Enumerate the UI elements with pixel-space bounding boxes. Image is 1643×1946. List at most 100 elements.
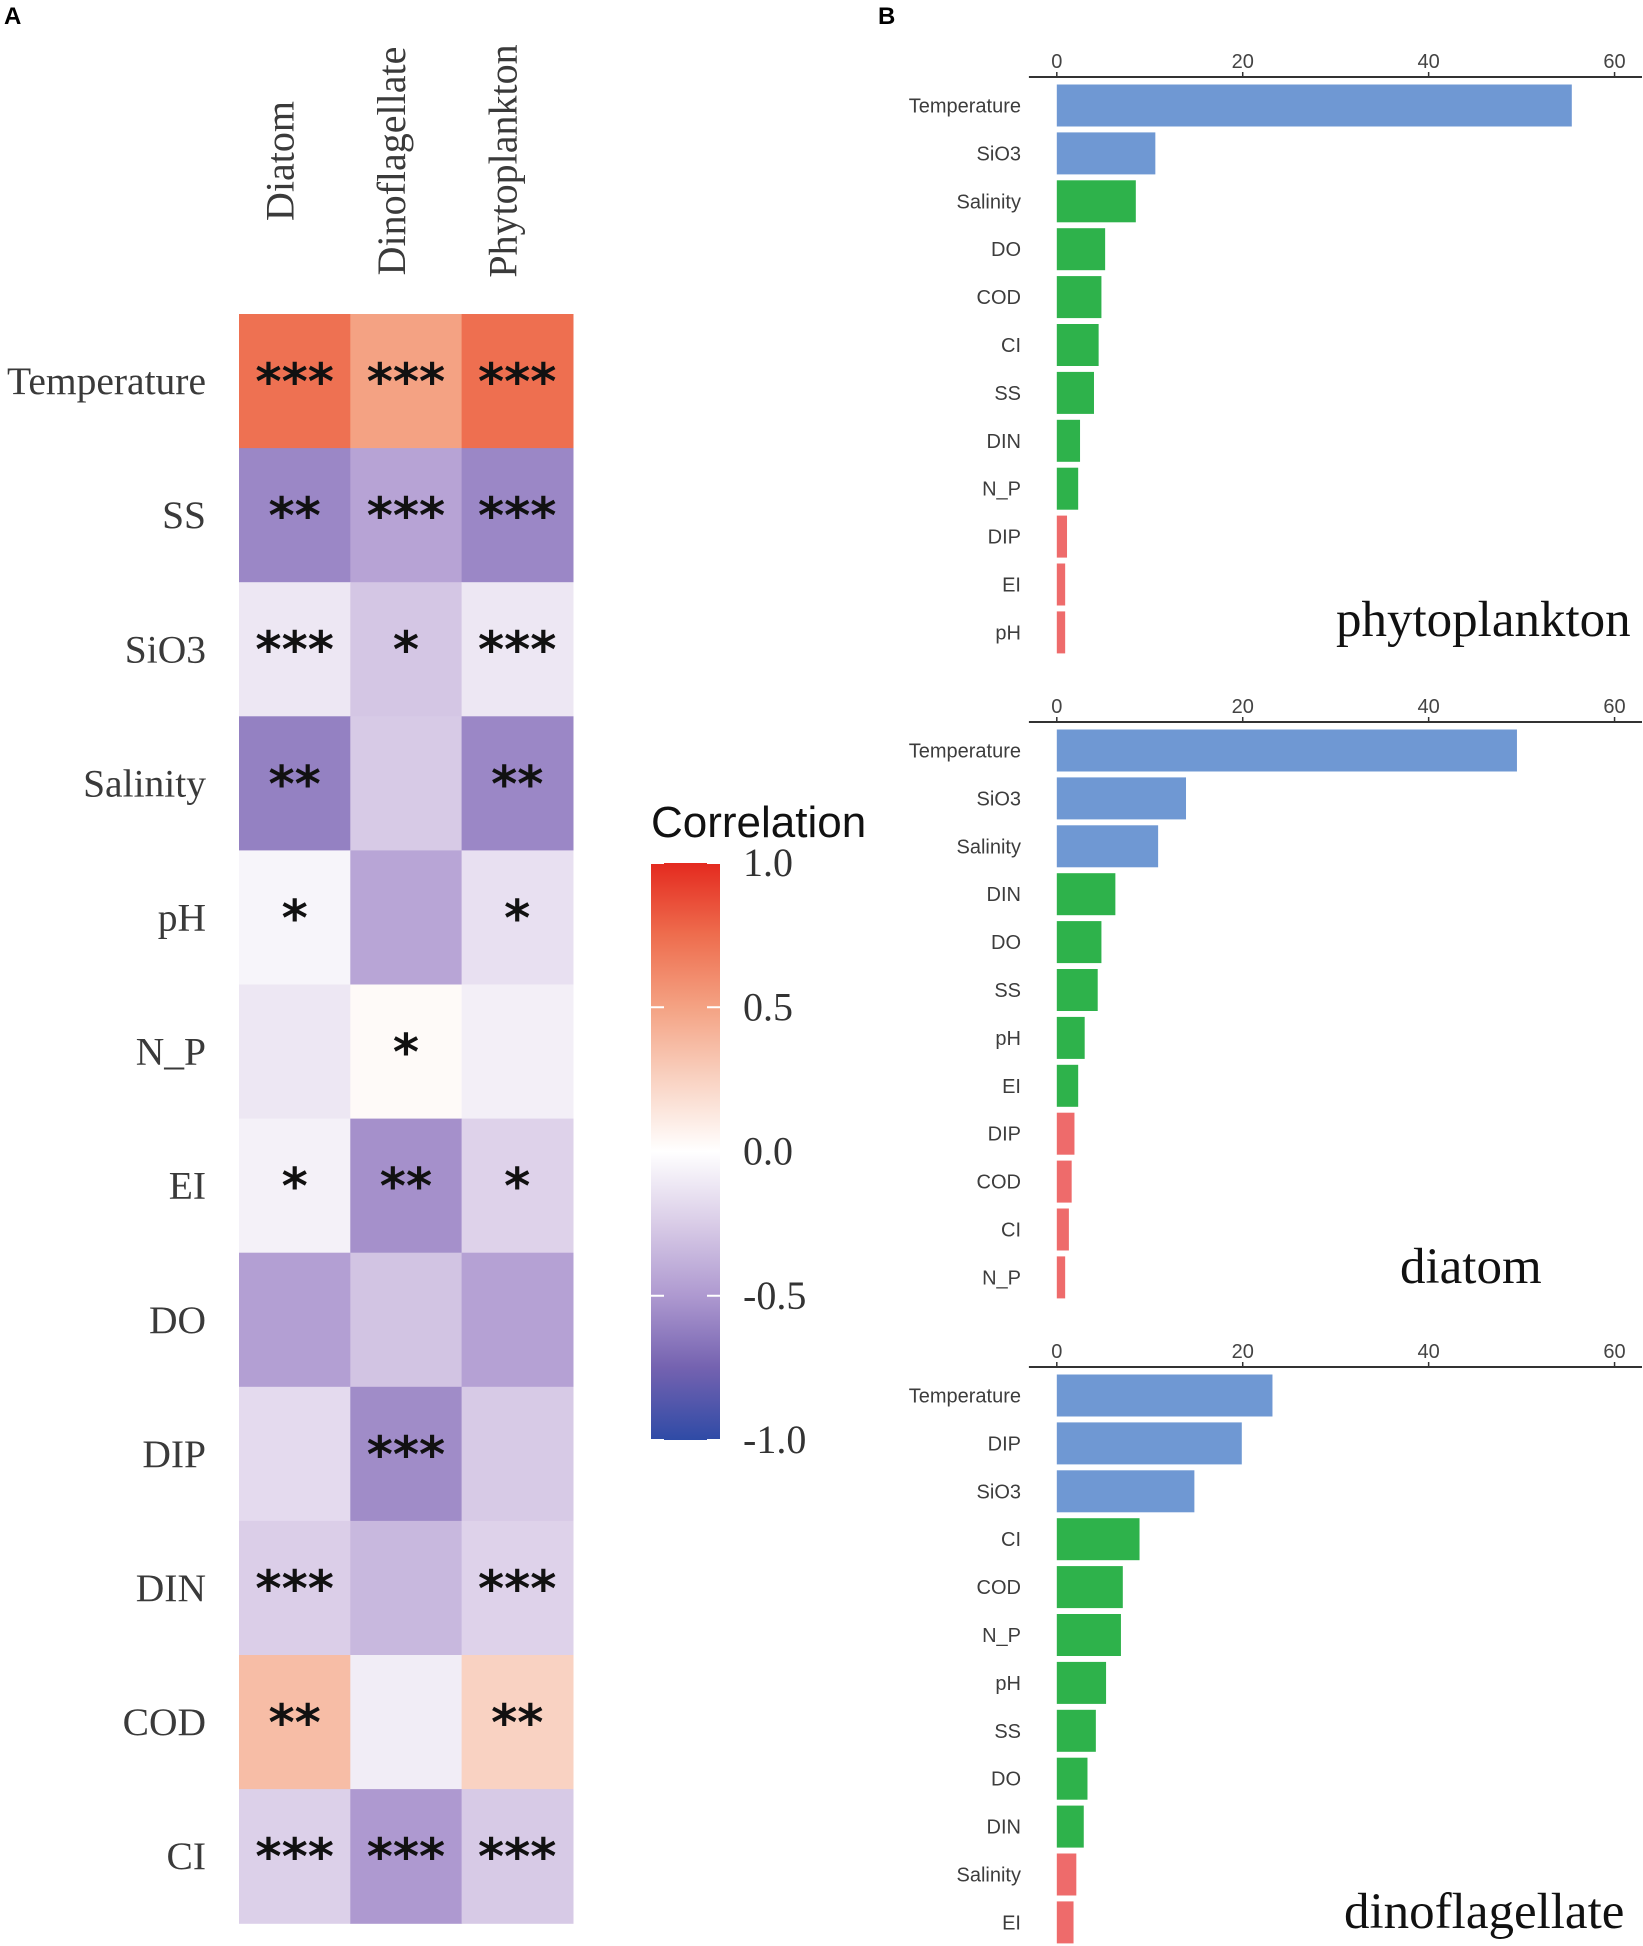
heatmap-cell-ci-phytoplankton xyxy=(461,1789,574,1924)
significance-mark-sio3-phytoplankton: *** xyxy=(478,621,556,679)
bar-phytoplankton-n-p xyxy=(1056,467,1079,510)
bar-phytoplankton-cod xyxy=(1056,276,1102,319)
x-tick-label: 60 xyxy=(1603,51,1625,73)
heatmap-cell-sio3-dinoflagellate xyxy=(350,582,463,717)
bar-label-do: DO xyxy=(991,1769,1021,1791)
x-tick-label: 20 xyxy=(1232,51,1254,73)
bar-label-ss: SS xyxy=(994,1721,1021,1743)
heatmap-cell-temperature-phytoplankton xyxy=(461,314,574,449)
bar-phytoplankton-din xyxy=(1056,419,1081,462)
heatmap-cell-n-p-dinoflagellate xyxy=(350,984,463,1120)
bar-phytoplankton-sio3 xyxy=(1056,132,1156,175)
bar-label-ei: EI xyxy=(1002,1076,1021,1098)
bar-chart-dinoflagellate: 0 20 40 60 Temperature DIP SiO3 CI COD N_P pH SS DO D… xyxy=(909,1341,1642,1944)
bar-phytoplankton-ci xyxy=(1056,324,1099,366)
significance-mark-n-p-dinoflagellate: * xyxy=(393,1024,419,1082)
bar-label-sio3: SiO3 xyxy=(977,788,1021,810)
significance-mark-ei-dinoflagellate: ** xyxy=(380,1158,432,1216)
heatmap-row-label-sio3: SiO3 xyxy=(125,627,206,671)
bar-diatom-temperature xyxy=(1056,729,1517,772)
significance-mark-ph-phytoplankton: * xyxy=(504,889,530,947)
significance-mark-sio3-dinoflagellate: * xyxy=(393,621,419,679)
significance-mark-ei-phytoplankton: * xyxy=(504,1158,530,1216)
panel-label-a: A xyxy=(4,3,21,30)
x-tick-label: 0 xyxy=(1051,696,1062,718)
significance-mark-din-diatom: *** xyxy=(255,1560,333,1618)
heatmap-cell-ei-dinoflagellate xyxy=(350,1118,463,1254)
heatmap-cell-din-phytoplankton xyxy=(461,1520,574,1656)
significance-mark-din-phytoplankton: *** xyxy=(478,1560,556,1618)
bar-label-n-p: N_P xyxy=(982,1625,1021,1647)
subplot-title-diatom: diatom xyxy=(1400,1239,1542,1295)
bar-label-do: DO xyxy=(991,239,1021,261)
heatmap-cell-ph-diatom xyxy=(239,850,351,986)
bar-dinoflagellate-do xyxy=(1056,1757,1088,1800)
heatmap-cell-ei-diatom xyxy=(239,1118,351,1254)
heatmap-row-label-dip: DIP xyxy=(142,1432,206,1476)
significance-mark-temperature-dinoflagellate: *** xyxy=(367,353,445,411)
bar-label-do: DO xyxy=(991,932,1021,954)
bar-diatom-n-p xyxy=(1056,1256,1066,1299)
bar-chart-phytoplankton: 0 20 40 60 Temperature SiO3 Salinity DO COD CI SS D… xyxy=(909,51,1642,654)
colorbar-title: Correlation xyxy=(651,798,866,847)
bar-phytoplankton-dip xyxy=(1056,515,1068,558)
significance-mark-ph-diatom: * xyxy=(282,889,308,947)
bar-label-ph: pH xyxy=(995,1028,1021,1050)
bar-dinoflagellate-ss xyxy=(1056,1709,1096,1752)
heatmap-cell-salinity-dinoflagellate xyxy=(350,716,463,851)
heatmap-cell-dip-diatom xyxy=(239,1386,351,1522)
x-tick-label: 20 xyxy=(1232,696,1254,718)
bar-phytoplankton-do xyxy=(1056,228,1106,271)
heatmap-cell-ci-diatom xyxy=(239,1789,351,1924)
bar-label-ss: SS xyxy=(994,383,1021,405)
heatmap-cell-cod-phytoplankton xyxy=(461,1655,574,1790)
heatmap-row-label-temperature: Temperature xyxy=(7,359,206,403)
heatmap-cell-ph-phytoplankton xyxy=(461,850,574,986)
x-tick-label: 40 xyxy=(1418,51,1440,73)
bar-dinoflagellate-dip xyxy=(1056,1422,1242,1465)
bar-label-temperature: Temperature xyxy=(909,1386,1021,1408)
x-tick-label: 40 xyxy=(1418,1341,1440,1363)
heatmap-column-label-dinoflagellate: Dinoflagellate xyxy=(369,47,414,276)
heatmap-row-label-ei: EI xyxy=(169,1164,206,1208)
x-tick-label: 60 xyxy=(1603,1341,1625,1363)
bar-label-n-p: N_P xyxy=(982,1267,1021,1289)
heatmap-cell-sio3-diatom xyxy=(239,582,351,717)
heatmap-column-labels: Diatom Dinoflagellate Phytoplankton xyxy=(258,44,526,277)
heatmap-cell-n-p-phytoplankton xyxy=(461,984,574,1120)
bar-label-salinity: Salinity xyxy=(957,1865,1021,1887)
bar-diatom-ss xyxy=(1056,969,1098,1011)
bar-label-ei: EI xyxy=(1002,1912,1021,1934)
heatmap-cell-din-dinoflagellate xyxy=(350,1520,463,1656)
heatmap-cell-ei-phytoplankton xyxy=(461,1118,574,1254)
bar-dinoflagellate-temperature xyxy=(1056,1374,1273,1417)
subplot-title-phytoplankton: phytoplankton xyxy=(1336,592,1631,648)
bar-label-ci: CI xyxy=(1001,335,1021,357)
significance-mark-sio3-diatom: *** xyxy=(255,621,333,679)
bar-dinoflagellate-ci xyxy=(1056,1518,1140,1561)
heatmap-row-label-ph: pH xyxy=(158,895,206,939)
panel-label-b: B xyxy=(878,3,895,30)
significance-mark-cod-phytoplankton: ** xyxy=(491,1694,543,1752)
bar-diatom-do xyxy=(1056,921,1102,964)
significance-mark-cod-diatom: ** xyxy=(269,1694,321,1752)
heatmap-row-label-n-p: N_P xyxy=(136,1030,206,1074)
bar-label-ci: CI xyxy=(1001,1529,1021,1551)
bar-diatom-ph xyxy=(1056,1016,1085,1059)
heatmap-cell-do-dinoflagellate xyxy=(350,1252,463,1388)
x-tick-label: 60 xyxy=(1603,696,1625,718)
bar-phytoplankton-ei xyxy=(1056,563,1066,606)
heatmap-cell-temperature-diatom xyxy=(239,314,351,449)
bar-diatom-din xyxy=(1056,873,1116,916)
bar-label-salinity: Salinity xyxy=(957,836,1021,858)
heatmap-cell-salinity-diatom xyxy=(239,716,351,851)
heatmap-cell-do-phytoplankton xyxy=(461,1252,574,1388)
bar-phytoplankton-temperature xyxy=(1056,84,1572,127)
significance-mark-ei-diatom: * xyxy=(282,1158,308,1216)
significance-stars: *** *** ***** *** ****** * ***** *** *** ** ******… xyxy=(255,353,556,1886)
bar-phytoplankton-ss xyxy=(1056,371,1094,414)
significance-mark-ss-diatom: ** xyxy=(269,487,321,545)
x-tick-label: 20 xyxy=(1232,1341,1254,1363)
bar-label-din: DIN xyxy=(987,1817,1021,1839)
